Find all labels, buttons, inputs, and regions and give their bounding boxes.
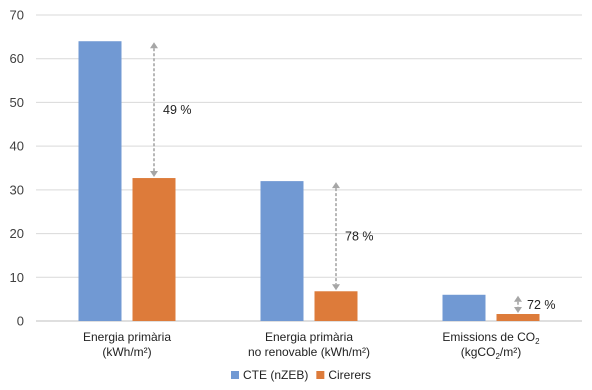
label-text: Energia primària	[83, 330, 171, 344]
y-tick-label: 20	[10, 226, 24, 241]
x-axis: Energia primària(kWh/m²)Energia primària…	[83, 330, 540, 361]
bar-cte-nzeb	[260, 181, 304, 321]
bar-cirerers	[496, 314, 540, 321]
y-tick-label: 40	[10, 139, 24, 154]
arrowhead-down	[150, 171, 158, 178]
legend-swatch	[231, 371, 239, 379]
arrowhead-down	[332, 284, 340, 291]
label-text: (kWh/m²)	[102, 345, 151, 359]
bar-cirerers	[314, 291, 358, 321]
y-tick-label: 70	[10, 8, 24, 23]
legend-swatch	[316, 371, 325, 379]
bar-cirerers	[132, 178, 176, 321]
label-text: Emissions de CO	[442, 330, 535, 344]
label-text: Energia primària	[265, 330, 353, 344]
bar-cte-nzeb	[442, 294, 486, 321]
gridlines	[36, 14, 582, 322]
label-text: /m²)	[500, 345, 521, 359]
label-text: no renovable (kWh/m²)	[248, 345, 370, 359]
bars	[78, 41, 540, 321]
arrowhead-up	[514, 295, 522, 302]
y-tick-label: 50	[10, 95, 24, 110]
legend-label: Cirerers	[328, 368, 371, 382]
legend: CTE (nZEB) Cirerers	[231, 368, 371, 382]
subscript-text: 2	[535, 337, 540, 346]
x-category-label: (kWh/m²)	[102, 345, 151, 359]
y-tick-label: 0	[17, 314, 24, 329]
x-category-label: Energia primària	[265, 330, 353, 344]
y-tick-label: 10	[10, 270, 24, 285]
x-category-label: Energia primària	[83, 330, 171, 344]
y-tick-label: 30	[10, 182, 24, 197]
subscript-text: 2	[495, 352, 500, 361]
label-text: (kgCO	[461, 345, 496, 359]
arrowhead-up	[332, 182, 340, 189]
x-category-label: Emissions de CO2	[442, 330, 540, 346]
reduction-label: 78 %	[345, 230, 374, 244]
arrowhead-down	[514, 307, 522, 314]
arrowhead-up	[150, 42, 158, 49]
reduction-label: 72 %	[527, 298, 556, 312]
y-axis: 0 10 20 30 40 50 60 70	[10, 8, 24, 329]
y-tick-label: 60	[10, 51, 24, 66]
reduction-label: 49 %	[163, 103, 192, 117]
x-category-label: (kgCO2/m²)	[461, 345, 521, 361]
x-category-label: no renovable (kWh/m²)	[248, 345, 370, 359]
legend-label: CTE (nZEB)	[243, 368, 308, 382]
bar-cte-nzeb	[78, 41, 122, 321]
reduction-annotations: 49 % 78 % 72 %	[150, 42, 556, 314]
